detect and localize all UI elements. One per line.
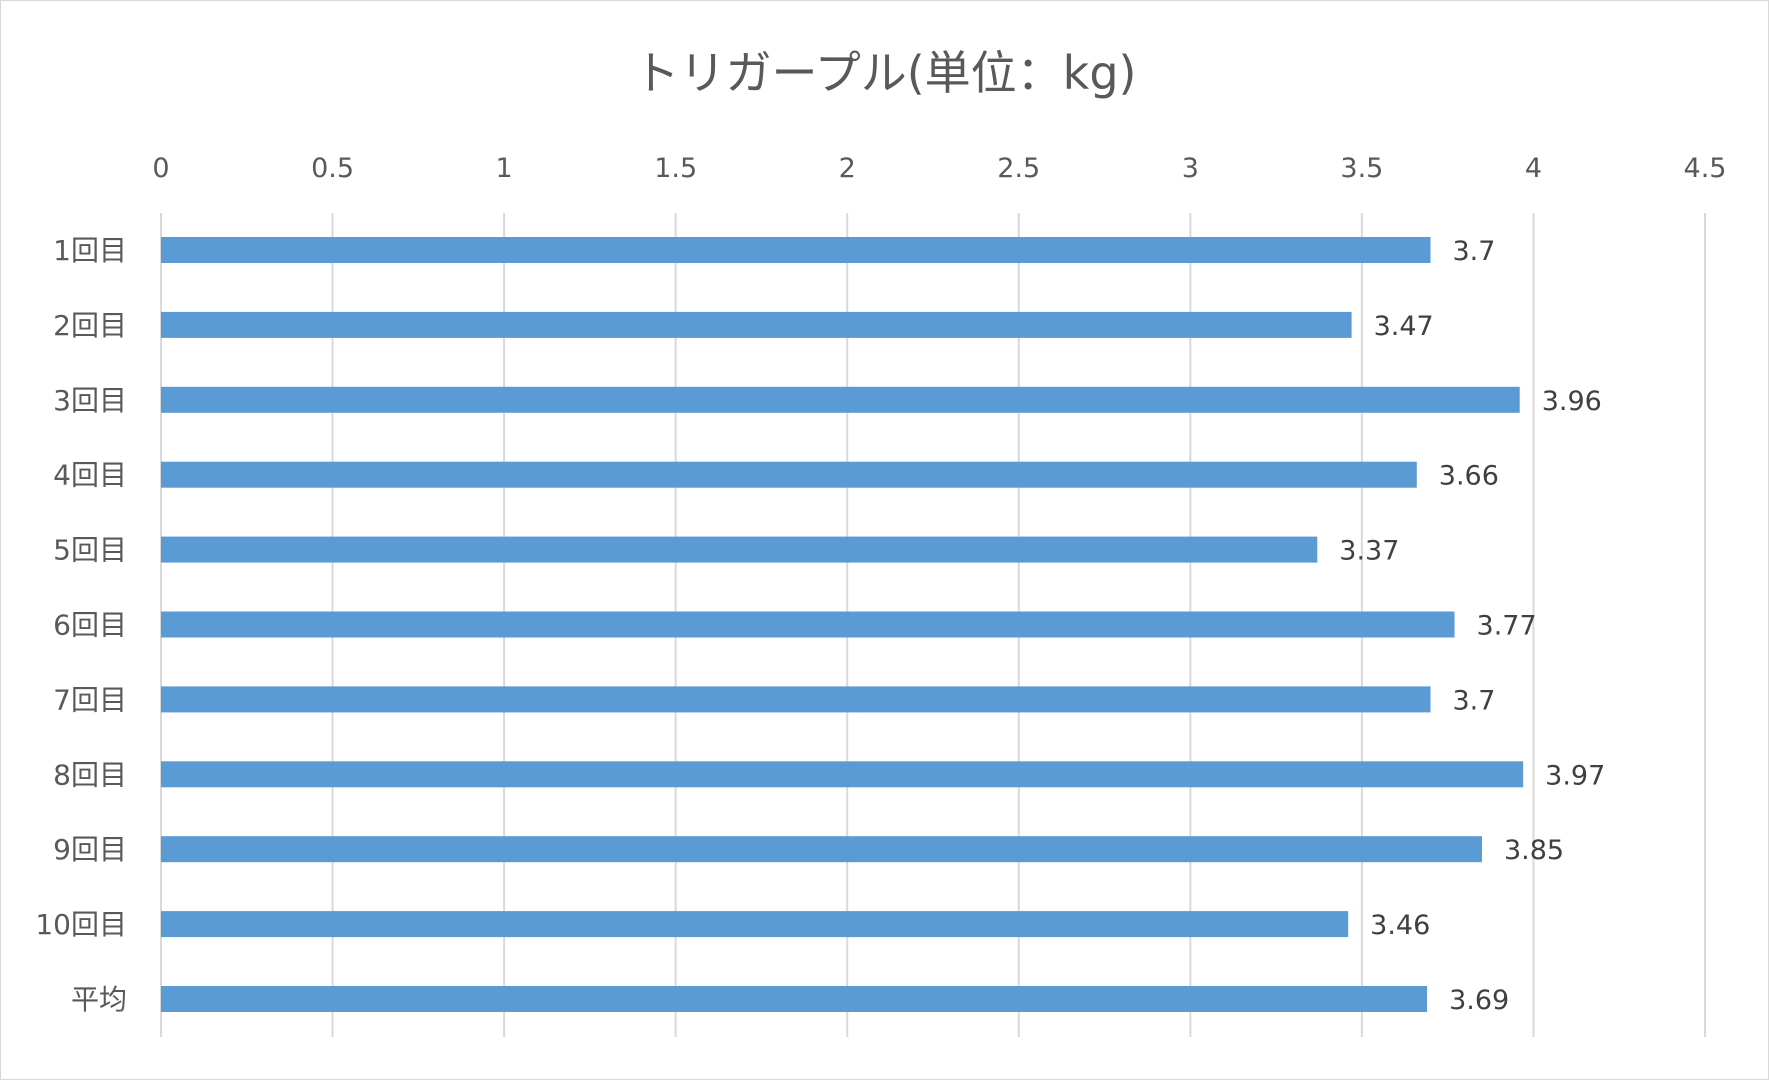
x-tick-label: 4.5 [1684,153,1727,184]
bar [161,386,1520,413]
x-tick-label: 4 [1525,153,1542,184]
data-label: 3.69 [1449,985,1509,1016]
data-label: 3.46 [1370,910,1430,941]
bar [161,986,1428,1012]
category-label: 1回目 [53,234,127,267]
chart-title: トリガープル(単位：kg) [634,46,1137,100]
bar [161,237,1431,263]
x-tick-label: 0 [152,153,169,184]
data-label: 3.66 [1439,461,1499,492]
x-tick-label: 2 [839,153,856,184]
bar [161,536,1318,563]
data-label: 3.7 [1453,685,1496,716]
bar [161,761,1524,788]
bar [161,911,1349,938]
data-label: 3.7 [1453,236,1496,267]
bar [161,611,1455,638]
x-tick-label: 1 [496,153,513,184]
category-label: 9回目 [53,833,127,866]
data-label: 3.37 [1339,536,1399,567]
category-label: 6回目 [53,609,127,642]
bar [161,836,1482,863]
data-label: 3.77 [1477,611,1537,642]
data-label: 3.96 [1542,386,1602,417]
bar [161,686,1431,713]
category-label: 10回目 [35,908,127,941]
data-label: 3.47 [1374,311,1434,342]
x-axis-tick-labels: 0 0.5 1 1.5 2 2.5 3 3.5 4 4.5 [152,153,1726,184]
bar [161,461,1417,488]
category-label: 平均 [71,983,127,1016]
category-label: 3回目 [53,384,127,417]
category-label: 8回目 [53,758,127,791]
data-labels: 3.7 3.47 3.96 3.66 3.37 3.77 3.7 3.97 3.85 3.46 3.… [1339,236,1605,1016]
category-label: 2回目 [53,309,127,342]
data-label: 3.97 [1545,760,1605,791]
x-tick-label: 2.5 [997,153,1040,184]
data-label: 3.85 [1504,835,1564,866]
x-tick-label: 0.5 [311,153,354,184]
x-tick-label: 3 [1182,153,1199,184]
x-tick-label: 1.5 [654,153,697,184]
bar [161,311,1352,338]
bars [161,237,1524,1012]
category-label: 5回目 [53,534,127,567]
category-label: 4回目 [53,459,127,492]
category-label: 7回目 [53,683,127,716]
x-tick-label: 3.5 [1340,153,1383,184]
